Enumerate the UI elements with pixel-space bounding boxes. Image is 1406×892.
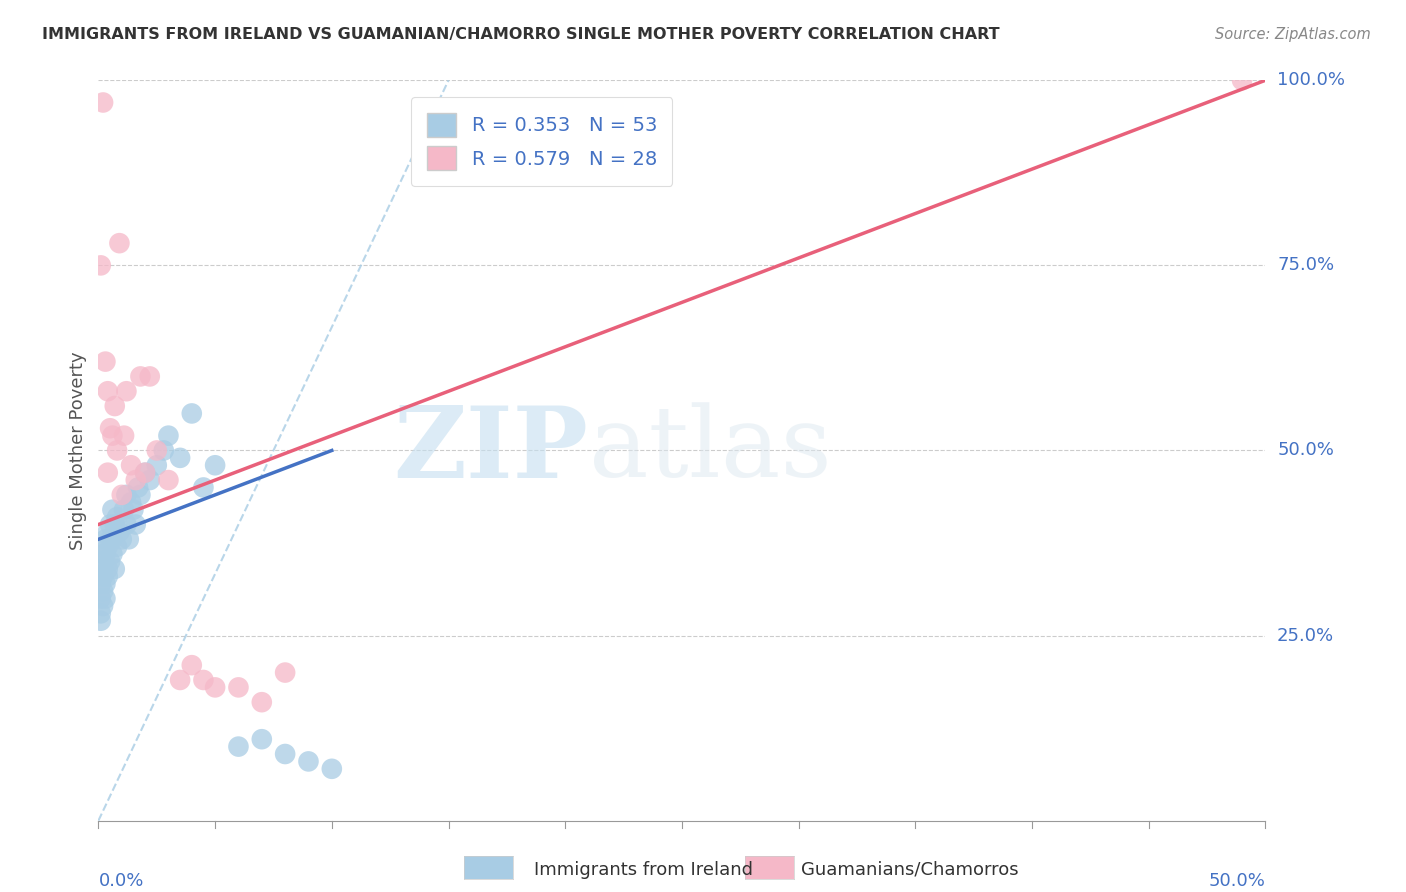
Text: IMMIGRANTS FROM IRELAND VS GUAMANIAN/CHAMORRO SINGLE MOTHER POVERTY CORRELATION : IMMIGRANTS FROM IRELAND VS GUAMANIAN/CHA… <box>42 27 1000 42</box>
Legend: R = 0.353   N = 53, R = 0.579   N = 28: R = 0.353 N = 53, R = 0.579 N = 28 <box>412 97 672 186</box>
Point <box>146 458 169 473</box>
Point <box>274 747 297 761</box>
Point <box>134 466 156 480</box>
Point <box>297 755 319 769</box>
Point <box>115 517 138 532</box>
Text: Source: ZipAtlas.com: Source: ZipAtlas.com <box>1215 27 1371 42</box>
Point <box>97 540 120 554</box>
Point <box>118 533 141 547</box>
Point <box>90 614 112 628</box>
Point <box>129 369 152 384</box>
Point <box>97 562 120 576</box>
Point <box>91 562 114 576</box>
Point <box>105 540 128 554</box>
Point <box>1230 73 1253 87</box>
Text: 50.0%: 50.0% <box>1209 872 1265 890</box>
Point <box>94 576 117 591</box>
Point <box>193 673 215 687</box>
Point <box>127 480 149 494</box>
Point <box>101 547 124 561</box>
Point <box>97 384 120 399</box>
Point <box>108 524 131 539</box>
Point <box>101 428 124 442</box>
Point <box>134 466 156 480</box>
Point <box>90 591 112 606</box>
Text: 25.0%: 25.0% <box>1277 626 1334 645</box>
Point <box>104 399 127 413</box>
Point <box>120 495 142 509</box>
Point <box>112 428 135 442</box>
Text: Guamanians/Chamorros: Guamanians/Chamorros <box>801 861 1019 879</box>
Point <box>152 443 174 458</box>
Point <box>180 407 202 421</box>
Text: ZIP: ZIP <box>394 402 589 499</box>
Point <box>193 480 215 494</box>
Point <box>104 562 127 576</box>
Text: Immigrants from Ireland: Immigrants from Ireland <box>534 861 754 879</box>
Point <box>91 584 114 599</box>
Point <box>157 473 180 487</box>
Text: 75.0%: 75.0% <box>1277 256 1334 275</box>
Point <box>129 488 152 502</box>
Point <box>157 428 180 442</box>
Point <box>228 739 250 754</box>
Point <box>250 732 273 747</box>
Point <box>125 517 148 532</box>
Point <box>90 576 112 591</box>
Point <box>94 591 117 606</box>
Text: atlas: atlas <box>589 402 831 499</box>
Point <box>90 607 112 621</box>
Point <box>115 488 138 502</box>
Point <box>169 450 191 465</box>
Point <box>101 502 124 516</box>
Point <box>97 524 120 539</box>
Point <box>104 517 127 532</box>
Point <box>98 555 121 569</box>
Point <box>111 488 134 502</box>
Point <box>98 533 121 547</box>
Point <box>112 502 135 516</box>
Point <box>146 443 169 458</box>
Point <box>91 599 114 613</box>
Point <box>139 369 162 384</box>
Text: 50.0%: 50.0% <box>1277 442 1334 459</box>
Point <box>321 762 343 776</box>
Text: 100.0%: 100.0% <box>1277 71 1346 89</box>
Point <box>94 547 117 561</box>
Point <box>91 95 114 110</box>
Point <box>94 354 117 368</box>
Point <box>105 510 128 524</box>
Point <box>105 443 128 458</box>
Point <box>204 681 226 695</box>
Point <box>108 236 131 251</box>
Point <box>97 466 120 480</box>
Point <box>204 458 226 473</box>
Y-axis label: Single Mother Poverty: Single Mother Poverty <box>69 351 87 549</box>
Point <box>120 458 142 473</box>
Point <box>98 517 121 532</box>
Point <box>274 665 297 680</box>
Point <box>250 695 273 709</box>
Point <box>90 555 112 569</box>
Point <box>98 421 121 435</box>
Point <box>97 569 120 583</box>
Point <box>91 547 114 561</box>
Point <box>122 502 145 516</box>
Point <box>125 473 148 487</box>
Point <box>139 473 162 487</box>
Point <box>115 384 138 399</box>
Point <box>180 658 202 673</box>
Point <box>90 259 112 273</box>
Text: 0.0%: 0.0% <box>98 872 143 890</box>
Point <box>228 681 250 695</box>
Point <box>111 533 134 547</box>
Point <box>91 569 114 583</box>
Point <box>94 533 117 547</box>
Point <box>101 533 124 547</box>
Point <box>169 673 191 687</box>
